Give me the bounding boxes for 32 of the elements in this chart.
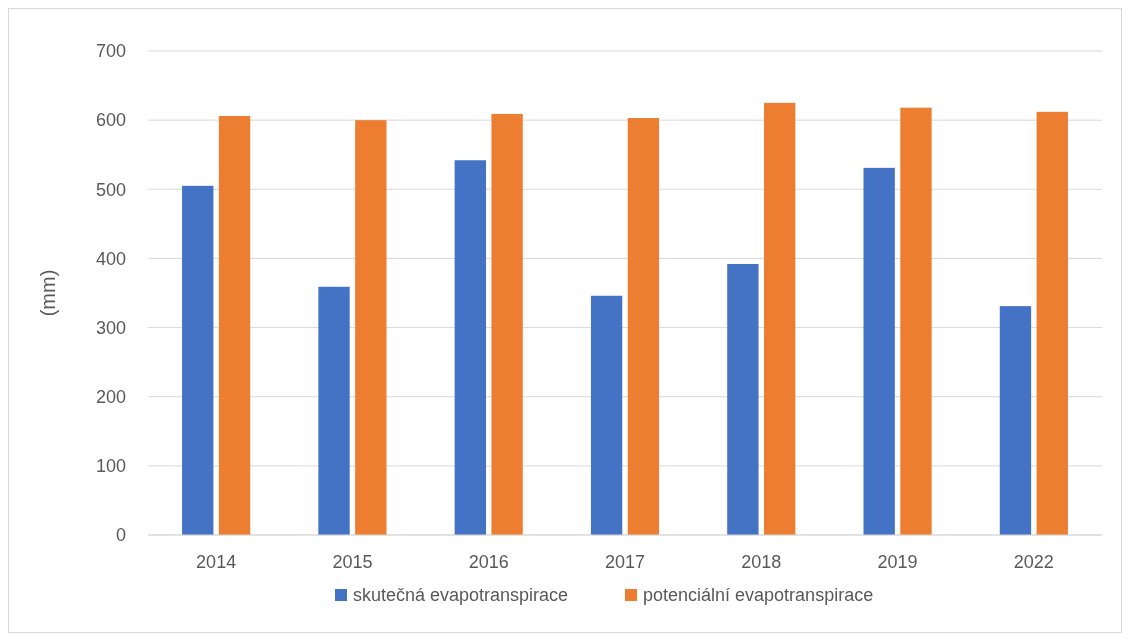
y-tick-label: 100: [95, 456, 126, 477]
x-tick-label: 2019: [877, 552, 918, 572]
bar: [318, 286, 350, 535]
x-tick-label: 2014: [196, 552, 237, 572]
legend-label: skutečná evapotranspirace: [353, 585, 569, 606]
x-tick-label: 2022: [1013, 552, 1054, 572]
bar: [182, 185, 214, 535]
bar: [491, 113, 523, 535]
bar: [355, 120, 387, 535]
y-axis-title: (mm): [37, 269, 59, 317]
y-tick-label: 600: [95, 110, 126, 131]
x-tick-label: 2015: [332, 552, 373, 572]
y-tick-label: 700: [95, 41, 126, 62]
y-tick-label: 500: [95, 179, 126, 200]
legend-label: potenciální evapotranspirace: [643, 585, 874, 606]
bar: [454, 160, 486, 535]
y-tick-label: 200: [95, 387, 126, 408]
y-tick-label: 0: [115, 525, 126, 546]
x-tick-label: 2017: [604, 552, 646, 572]
y-tick-label: 400: [95, 248, 126, 269]
bar: [764, 102, 796, 535]
x-tick-label: 2016: [468, 552, 509, 572]
bar: [900, 107, 932, 535]
bar: [1036, 111, 1068, 535]
bar: [627, 118, 660, 535]
bar: [999, 306, 1032, 535]
x-tick-label: 2018: [741, 552, 782, 572]
bar: [863, 167, 895, 535]
bar: [590, 295, 623, 535]
bar: [218, 115, 251, 535]
y-tick-label: 300: [95, 317, 126, 338]
bar: [727, 263, 759, 535]
